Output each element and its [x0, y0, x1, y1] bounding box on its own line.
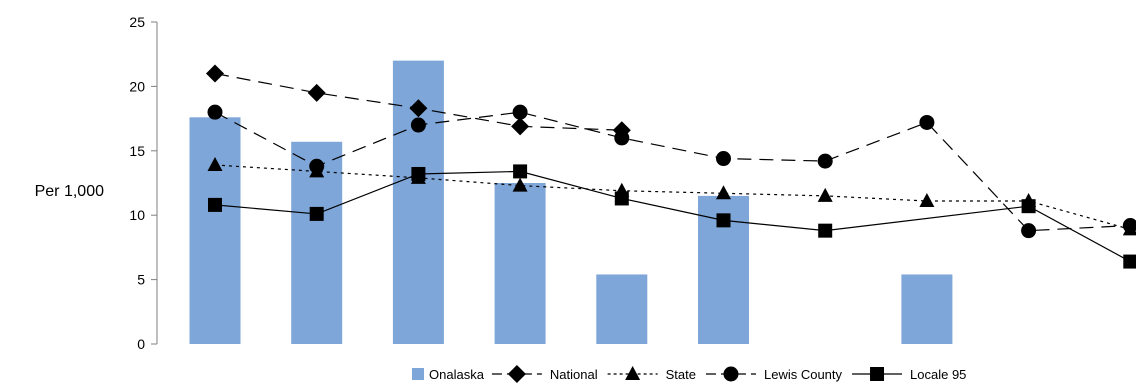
data-point — [409, 99, 428, 118]
y-tick-label: 20 — [129, 78, 145, 94]
data-point — [817, 187, 833, 202]
series-line — [214, 170, 1131, 263]
bar — [494, 183, 546, 344]
data-point — [309, 206, 324, 221]
y-axis-label: Per 1,000 — [35, 183, 104, 200]
data-point — [207, 104, 223, 120]
data-point — [1021, 223, 1037, 239]
data-point — [411, 166, 426, 181]
legend-swatch — [412, 368, 424, 380]
y-tick-label: 10 — [129, 207, 145, 223]
data-point — [208, 197, 222, 212]
bars — [189, 60, 953, 344]
data-point — [206, 64, 224, 83]
data-point — [512, 104, 528, 120]
legend-marker — [723, 366, 739, 382]
data-point — [1123, 254, 1136, 269]
y-axis: 0 5 10 15 20 25 — [129, 14, 158, 352]
data-point — [511, 117, 530, 136]
y-tick-label: 5 — [137, 272, 145, 288]
legend-label: Lewis County — [764, 367, 843, 382]
data-point — [817, 153, 833, 169]
legend-marker — [625, 366, 641, 380]
data-point — [614, 130, 630, 146]
data-point — [512, 177, 528, 192]
legend-marker — [870, 367, 885, 381]
data-point — [614, 191, 629, 206]
legend-label: National — [550, 367, 598, 382]
data-point — [410, 117, 426, 133]
data-point — [207, 156, 223, 171]
data-point — [919, 193, 935, 208]
data-point — [309, 158, 325, 174]
legend-label: Locale 95 — [910, 367, 966, 382]
data-point — [1122, 218, 1136, 234]
series-line — [214, 164, 1131, 230]
bar — [901, 274, 953, 344]
series-line — [214, 111, 1131, 232]
series-locale-95 — [208, 164, 1136, 269]
legend-label: Onalaska — [429, 367, 485, 382]
data-point — [1021, 199, 1036, 214]
data-point — [513, 164, 528, 179]
y-tick-label: 0 — [137, 336, 145, 352]
series-lewis-county — [207, 104, 1136, 239]
data-point — [716, 213, 731, 228]
y-tick-label: 25 — [129, 14, 145, 30]
legend-label: State — [666, 367, 696, 382]
data-point — [307, 83, 326, 102]
bar — [596, 274, 648, 344]
data-point — [818, 223, 833, 238]
data-point — [919, 114, 935, 130]
bar — [189, 117, 241, 344]
data-point — [716, 151, 731, 167]
data-point — [716, 185, 731, 200]
legend: Onalaska National State Lewis County Locale … — [412, 365, 966, 383]
series-lines — [206, 64, 1136, 269]
y-tick-label: 15 — [129, 143, 145, 159]
legend-marker — [507, 365, 526, 383]
